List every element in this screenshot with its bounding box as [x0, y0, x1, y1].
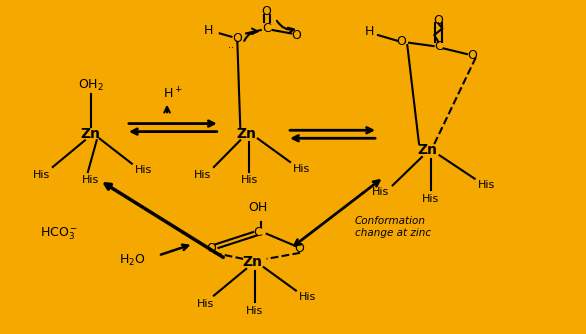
Text: OH$_2$: OH$_2$	[78, 77, 104, 93]
Text: His: His	[193, 170, 211, 180]
Text: C: C	[434, 40, 442, 53]
Text: O: O	[291, 29, 301, 41]
Text: H: H	[203, 24, 213, 36]
Text: OH: OH	[248, 201, 267, 213]
Text: Conformation
change at zinc: Conformation change at zinc	[355, 216, 431, 238]
Text: His: His	[82, 175, 100, 185]
Text: O: O	[294, 242, 304, 255]
Text: His: His	[293, 164, 311, 174]
Text: HCO$_3^-$: HCO$_3^-$	[39, 225, 78, 242]
Text: His: His	[372, 187, 390, 197]
Text: His: His	[246, 306, 264, 316]
Text: C: C	[254, 226, 262, 238]
Text: His: His	[478, 180, 495, 190]
Text: His: His	[32, 170, 50, 180]
Text: His: His	[422, 194, 440, 204]
Text: O: O	[467, 49, 476, 61]
Text: Zn: Zn	[236, 127, 256, 141]
Text: His: His	[135, 165, 152, 175]
Text: O: O	[206, 242, 216, 255]
Text: Zn: Zn	[418, 143, 438, 157]
Text: O: O	[434, 14, 443, 26]
Text: C: C	[263, 22, 271, 35]
Text: H$_2$O: H$_2$O	[118, 253, 145, 268]
Text: ..: ..	[229, 40, 234, 50]
Text: Zn: Zn	[81, 127, 101, 141]
Text: His: His	[299, 292, 316, 302]
Text: His: His	[240, 175, 258, 185]
Text: H: H	[364, 25, 374, 38]
Text: Zn: Zn	[242, 255, 262, 269]
Text: O: O	[233, 32, 242, 45]
Text: O: O	[397, 35, 406, 48]
Text: H$^+$: H$^+$	[163, 86, 183, 101]
Text: O: O	[262, 5, 271, 18]
Text: His: His	[196, 299, 214, 309]
